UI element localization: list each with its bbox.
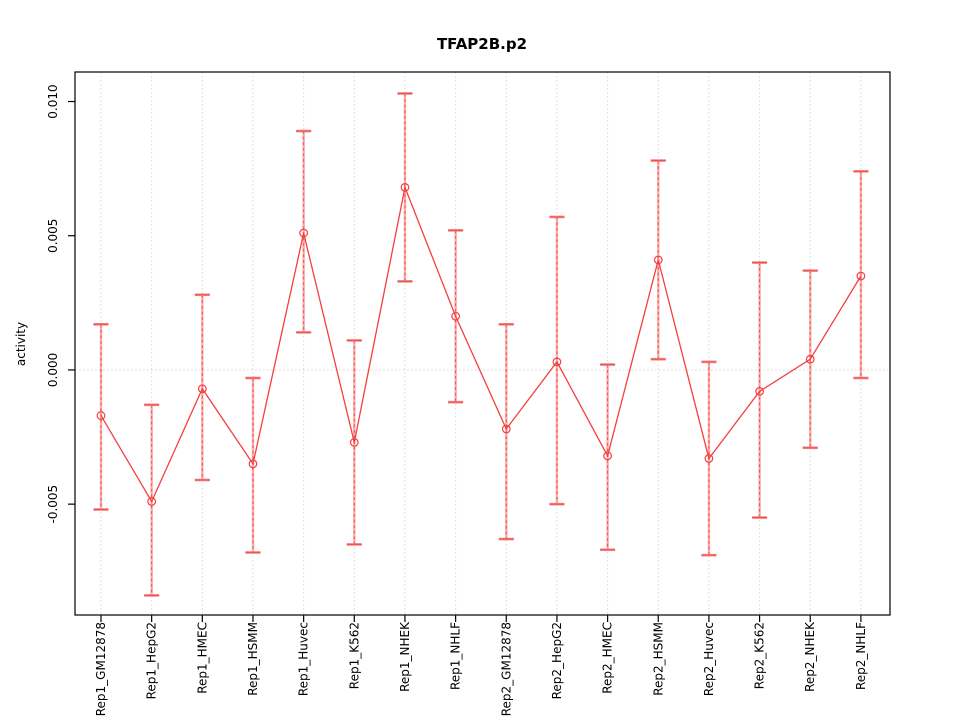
data-point-marker <box>400 183 410 192</box>
data-point-marker <box>501 424 511 434</box>
y-tick-label: 0.010 <box>46 84 60 118</box>
x-tick-label: Rep2_HMEC <box>601 622 615 694</box>
data-point-marker <box>197 384 207 394</box>
x-tick-label: Rep1_NHLF <box>449 622 463 690</box>
x-tick-label: Rep2_K562 <box>753 622 767 689</box>
x-tick-label: Rep1_HSMM <box>246 622 260 696</box>
y-tick-label: -0.005 <box>46 485 60 524</box>
x-tick-label: Rep2_NHLF <box>854 622 868 690</box>
data-point-marker <box>248 459 258 469</box>
data-point-marker <box>96 411 106 420</box>
plot-area: -0.005 0.000 0.005 0.010 Rep1_GM12878 Rep1_He… <box>46 71 891 716</box>
x-tick-label: Rep1_K562 <box>347 622 361 689</box>
data-point-marker <box>805 354 815 364</box>
x-tick-label: Rep2_NHEK <box>803 621 817 692</box>
data-point-marker <box>603 451 612 461</box>
series-line <box>100 185 862 503</box>
x-tick-label: Rep1_GM12878 <box>94 622 108 716</box>
data-point-marker <box>299 228 309 238</box>
data-point-marker <box>755 387 764 396</box>
x-tick-label: Rep2_Huvec <box>702 622 716 696</box>
x-tick-label: Rep1_HMEC <box>195 622 209 694</box>
x-tick-label: Rep2_GM12878 <box>499 622 513 716</box>
y-tick-label: 0.000 <box>46 353 60 387</box>
data-point-marker <box>451 311 461 321</box>
chart-title: TFAP2B.p2 <box>437 35 527 53</box>
y-axis-label: activity <box>14 322 28 366</box>
y-tick-label: 0.005 <box>46 219 60 253</box>
data-point-marker <box>704 454 714 463</box>
x-tick-label: Rep2_HSMM <box>651 622 665 696</box>
data-point-marker <box>147 497 157 506</box>
x-tick-label: Rep1_Huvec <box>297 622 311 696</box>
x-tick-label: Rep2_HepG2 <box>550 622 564 699</box>
data-point-marker <box>856 271 866 281</box>
data-point-marker <box>349 438 359 447</box>
x-tick-label: Rep1_NHEK <box>398 621 412 692</box>
data-point-marker <box>653 255 663 265</box>
plot-frame <box>74 71 891 616</box>
x-tick-label: Rep1_HepG2 <box>145 622 159 699</box>
data-point-marker <box>552 357 562 367</box>
